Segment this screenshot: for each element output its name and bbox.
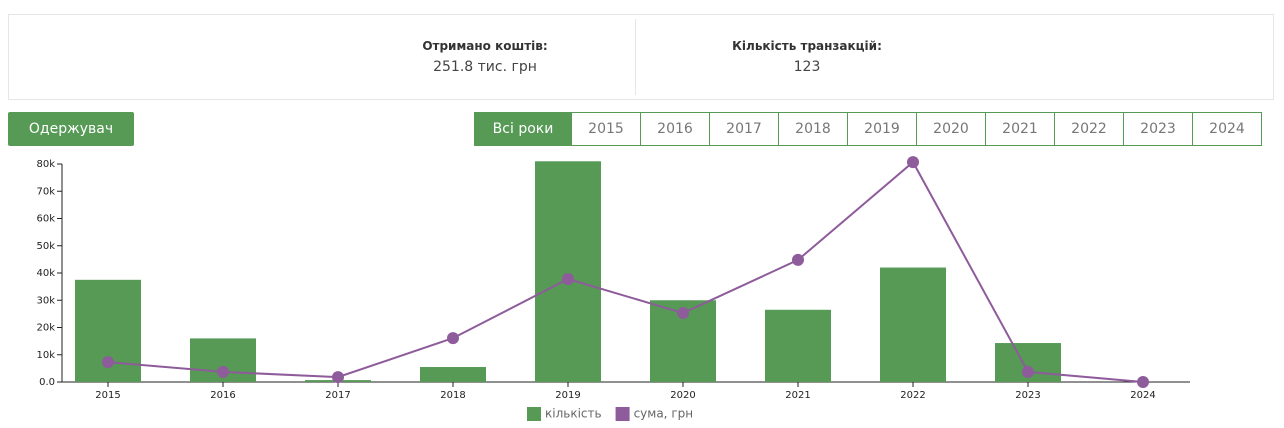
point <box>332 371 344 384</box>
year-tab[interactable]: 2020 <box>917 112 986 146</box>
line <box>107 160 1144 383</box>
year-tab[interactable]: 2021 <box>986 112 1055 146</box>
stat-label: Отримано коштів: <box>422 39 548 53</box>
point <box>102 356 114 369</box>
year-tab[interactable]: 2018 <box>779 112 848 146</box>
year-tab[interactable]: 2019 <box>848 112 917 146</box>
year-tab[interactable]: 2023 <box>1124 112 1193 146</box>
legend-label: сума, грн <box>634 407 694 421</box>
legend-label: кількість <box>545 407 602 421</box>
year-tab[interactable]: Всі роки <box>474 112 572 146</box>
year-tab[interactable]: 2024 <box>1193 112 1262 146</box>
y-tick-label: 30k <box>36 295 55 306</box>
x-tick-label: 2023 <box>1015 390 1040 401</box>
point <box>907 156 919 169</box>
recipient-button[interactable]: Одержувач <box>8 112 134 146</box>
bar <box>880 267 946 382</box>
y-tick-label: 0.0 <box>39 377 55 388</box>
bar <box>535 161 601 382</box>
y-tick-label: 40k <box>36 268 55 279</box>
point <box>792 253 804 266</box>
stats-panel: Отримано коштів: 251.8 тис. грн Кількіст… <box>8 14 1274 100</box>
point <box>1022 365 1034 378</box>
year-tabs: Всі роки 2015 2016 2017 2018 2019 2020 2021 2022… <box>474 112 1262 146</box>
y-tick-label: 80k <box>36 159 55 170</box>
y-tick-label: 60k <box>36 214 55 225</box>
x-tick-label: 2024 <box>1130 390 1155 401</box>
bar <box>765 309 831 382</box>
year-tab[interactable]: 2015 <box>572 112 641 146</box>
point <box>677 307 689 320</box>
point <box>447 332 459 345</box>
legend-swatch <box>615 407 630 421</box>
x-tick-label: 2022 <box>900 390 925 401</box>
x-tick-label: 2021 <box>785 390 810 401</box>
bar <box>420 367 486 382</box>
y-tick-label: 20k <box>36 323 55 334</box>
stat-label: Кількість транзакцій: <box>732 39 882 53</box>
chart: 0.0 10k 20k 30k 40k 50k 60k 70k 80k 2015 2016 2017 2… <box>36 156 1190 421</box>
point <box>217 365 229 378</box>
x-tick-label: 2018 <box>440 390 465 401</box>
x-tick-label: 2015 <box>95 390 120 401</box>
stat-value: 123 <box>793 59 821 75</box>
y-tick-label: 70k <box>36 186 55 197</box>
legend-swatch <box>527 407 541 421</box>
y-tick-label: 10k <box>36 350 55 361</box>
year-tab[interactable]: 2016 <box>641 112 710 146</box>
year-tab[interactable]: 2022 <box>1055 112 1124 146</box>
stat: Отримано коштів: 251.8 тис. грн <box>335 39 635 75</box>
divider <box>635 19 636 95</box>
stat-value: 251.8 тис. грн <box>433 59 537 75</box>
x-tick-label: 2016 <box>210 390 235 401</box>
year-tab[interactable]: 2017 <box>710 112 779 146</box>
x-tick-label: 2020 <box>670 390 695 401</box>
point <box>562 272 574 285</box>
y-tick-label: 50k <box>36 241 55 252</box>
point <box>1137 376 1149 388</box>
x-tick-label: 2017 <box>325 390 350 401</box>
x-tick-label: 2019 <box>555 390 580 401</box>
stat: Кількість транзакцій: 123 <box>657 39 957 75</box>
